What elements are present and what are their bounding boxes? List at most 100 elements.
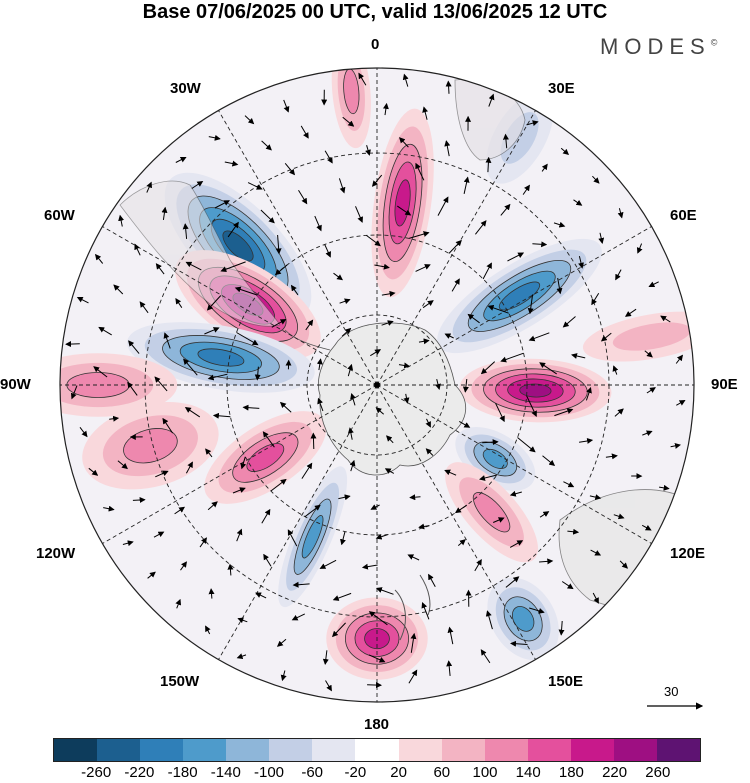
positive-anomaly [459, 358, 612, 423]
wind-vector [146, 181, 152, 193]
wind-vector [409, 494, 421, 501]
colorbar-tick-label: 140 [515, 764, 541, 781]
meridian-line [376, 384, 536, 660]
wind-vector [370, 504, 380, 510]
wind-vector [374, 263, 390, 270]
wind-vector [558, 620, 565, 636]
colorbar-tick-label: -20 [344, 764, 367, 781]
wind-vector [517, 437, 536, 453]
lon-label-30e: 30E [548, 80, 575, 97]
colorbar-swatch [183, 739, 227, 761]
wind-vector [542, 455, 556, 467]
meridian-line [376, 226, 652, 386]
antarctica-landmass [318, 322, 467, 476]
colorbar-swatch [226, 739, 270, 761]
wind-vector [463, 176, 470, 195]
wind-vector [641, 524, 652, 531]
wind-vector [347, 427, 354, 440]
wind-vector [199, 537, 207, 548]
wind-vector [204, 327, 220, 335]
wind-vector [578, 255, 584, 269]
wind-vector [509, 540, 524, 548]
wind-vector [382, 102, 389, 116]
wind-vector [435, 378, 441, 390]
lon-label-90w: 90W [0, 376, 31, 393]
positive-anomaly [371, 108, 434, 298]
wind-vector [418, 523, 430, 530]
positive-anomaly [60, 353, 178, 417]
wind-vector [155, 470, 169, 478]
colorbar-tick-label: 220 [602, 764, 628, 781]
wind-vector [333, 272, 344, 281]
wind-vector [422, 300, 434, 309]
wind-vector [451, 278, 460, 292]
wind-vector [134, 243, 141, 256]
wind-vector [122, 540, 134, 547]
wind-vector [495, 403, 505, 423]
wind-vector [561, 581, 574, 590]
wind-vector [227, 221, 239, 238]
map-title: Base 07/06/2025 00 UTC, valid 13/06/2025… [142, 1, 608, 23]
wind-vector [227, 563, 234, 576]
wind-vector [590, 549, 602, 556]
wind-vector [509, 490, 522, 497]
wind-vector [155, 263, 165, 275]
wind-vector [180, 561, 187, 571]
wind-vector [371, 174, 383, 187]
colorbar-swatch [312, 739, 356, 761]
wind-vector [527, 294, 534, 315]
meridian-line [102, 384, 378, 544]
wind-vector [660, 315, 671, 323]
wind-vector [397, 205, 412, 216]
wind-vector [541, 163, 548, 172]
wind-vector [500, 203, 511, 216]
wind-vector [366, 234, 381, 247]
wind-vector [76, 296, 89, 304]
wind-vector [646, 387, 656, 394]
lon-label-150w: 150W [160, 673, 200, 690]
wind-vector [479, 474, 498, 481]
wind-vector [280, 670, 287, 682]
colorbar-tick-label: 180 [558, 764, 584, 781]
wind-vector [205, 625, 211, 635]
wind-vector [118, 214, 125, 227]
wind-vector [505, 576, 520, 588]
new-zealand-landmass [394, 574, 431, 641]
wind-vector [454, 504, 468, 514]
wind-vector [163, 332, 171, 349]
wind-vector [276, 638, 287, 647]
wind-vector [467, 313, 480, 324]
meridian-line [376, 110, 536, 386]
wind-vector [207, 373, 228, 381]
wind-vector [615, 269, 622, 281]
wind-vector [184, 407, 201, 418]
wind-vector [361, 563, 378, 570]
colorbar-tick-label: 60 [433, 764, 451, 781]
wind-vector [399, 137, 409, 148]
lon-label-90e: 90E [711, 376, 738, 393]
wind-vector [358, 72, 367, 86]
wind-vector [338, 178, 346, 194]
wind-vector [79, 426, 88, 438]
wind-vector [247, 182, 263, 190]
wind-vector [522, 184, 530, 195]
wind-vector [553, 221, 566, 228]
wind-vector [510, 640, 528, 647]
wind-vector [94, 253, 104, 264]
wind-vector [384, 468, 395, 474]
negative-anomaly [278, 466, 348, 608]
wind-vector [339, 298, 351, 305]
wind-vectors [65, 72, 686, 692]
wind-vector [301, 462, 313, 479]
wind-vector [415, 162, 425, 181]
wind-vector [642, 430, 653, 437]
wind-vector [500, 352, 524, 363]
wind-vector [324, 150, 333, 164]
wind-vector [459, 420, 471, 428]
wind-vector [290, 284, 299, 296]
antarctic-peninsula [284, 329, 331, 351]
wind-vector [425, 418, 431, 428]
wind-vector [332, 622, 346, 638]
wind-vector [532, 241, 548, 248]
colorbar-swatch [97, 739, 141, 761]
